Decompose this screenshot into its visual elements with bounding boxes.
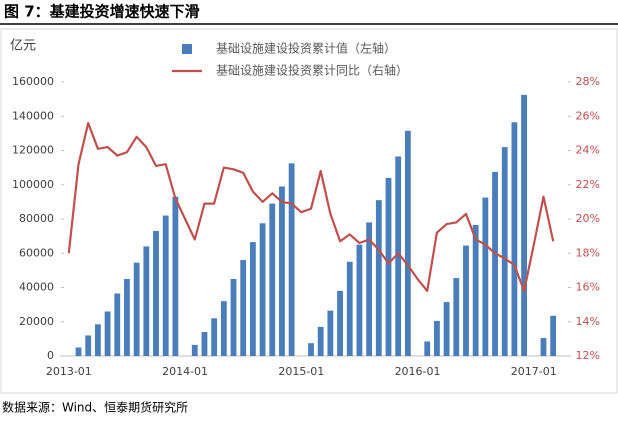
y-tick-label: 160000 bbox=[12, 75, 54, 88]
y2-tick-label: 14% bbox=[576, 315, 600, 328]
source-note: 数据来源：Wind、恒泰期货研究所 bbox=[2, 400, 188, 415]
bar bbox=[75, 347, 82, 356]
bar bbox=[356, 244, 363, 356]
bar bbox=[94, 324, 101, 356]
bar bbox=[404, 130, 411, 356]
y2-tick-label: 22% bbox=[576, 178, 600, 191]
bar bbox=[104, 311, 111, 356]
bar bbox=[443, 302, 450, 356]
y-tick-label: 40000 bbox=[19, 281, 54, 294]
bar bbox=[240, 260, 247, 356]
legend-label: 基础设施建设投资累计同比（右轴） bbox=[216, 63, 408, 78]
x-tick-label: 2017-01 bbox=[511, 365, 557, 378]
y2-tick-label: 18% bbox=[576, 246, 600, 259]
bar bbox=[191, 344, 198, 356]
x-tick-label: 2014-01 bbox=[162, 365, 208, 378]
y2-tick-label: 26% bbox=[576, 109, 600, 122]
bar bbox=[153, 230, 159, 356]
bar bbox=[230, 278, 237, 356]
y-tick-label: 100000 bbox=[12, 178, 54, 191]
bar bbox=[85, 335, 92, 356]
bar bbox=[453, 278, 460, 356]
x-tick-label: 2013-01 bbox=[46, 365, 92, 378]
bar bbox=[317, 326, 324, 356]
bar bbox=[424, 341, 431, 356]
y2-tick-label: 16% bbox=[576, 281, 600, 294]
legend-swatch bbox=[182, 44, 192, 54]
bar bbox=[327, 310, 334, 356]
y2-tick-label: 12% bbox=[576, 349, 600, 362]
bar bbox=[220, 301, 227, 356]
bar bbox=[269, 203, 276, 356]
bar bbox=[434, 320, 440, 356]
bar bbox=[249, 242, 256, 356]
bar bbox=[124, 278, 130, 356]
bar bbox=[279, 186, 285, 356]
bar bbox=[211, 318, 218, 356]
x-tick-label: 2015-01 bbox=[278, 365, 324, 378]
y2-tick-label: 20% bbox=[576, 212, 600, 225]
chart-frame bbox=[0, 28, 618, 394]
figure-title: 图 7：基建投资增速快速下滑 bbox=[4, 3, 200, 21]
bar bbox=[521, 94, 528, 356]
y2-tick-label: 24% bbox=[576, 144, 600, 157]
bar bbox=[385, 177, 392, 356]
y-tick-label: 140000 bbox=[12, 109, 54, 122]
y-tick-label: 60000 bbox=[19, 246, 54, 259]
bar bbox=[114, 293, 121, 356]
bar bbox=[337, 290, 343, 356]
bar bbox=[366, 222, 373, 356]
bar bbox=[511, 122, 518, 357]
bar bbox=[308, 343, 314, 356]
bar bbox=[395, 156, 402, 356]
bar bbox=[133, 262, 140, 356]
bar bbox=[201, 332, 208, 356]
bar bbox=[162, 215, 169, 356]
bar bbox=[143, 246, 150, 356]
bar bbox=[492, 171, 498, 356]
legend-label: 基础设施建设投资累计值（左轴） bbox=[216, 41, 396, 56]
y-axis-label: 亿元 bbox=[10, 39, 36, 54]
y-tick-label: 0 bbox=[47, 349, 54, 362]
bar bbox=[172, 196, 179, 356]
y-tick-label: 20000 bbox=[19, 315, 54, 328]
bar bbox=[375, 200, 382, 356]
line bbox=[67, 122, 555, 292]
y-tick-label: 120000 bbox=[12, 144, 54, 157]
x-tick-label: 2016-01 bbox=[395, 365, 441, 378]
bar bbox=[346, 261, 353, 356]
bar bbox=[472, 224, 479, 356]
bar bbox=[550, 315, 557, 356]
bar bbox=[288, 163, 295, 356]
bar bbox=[259, 223, 266, 356]
y2-tick-label: 28% bbox=[576, 75, 600, 88]
bar bbox=[463, 245, 469, 356]
bar bbox=[501, 147, 508, 356]
y-tick-label: 80000 bbox=[19, 212, 54, 225]
bar bbox=[540, 338, 547, 356]
bar bbox=[482, 197, 489, 356]
